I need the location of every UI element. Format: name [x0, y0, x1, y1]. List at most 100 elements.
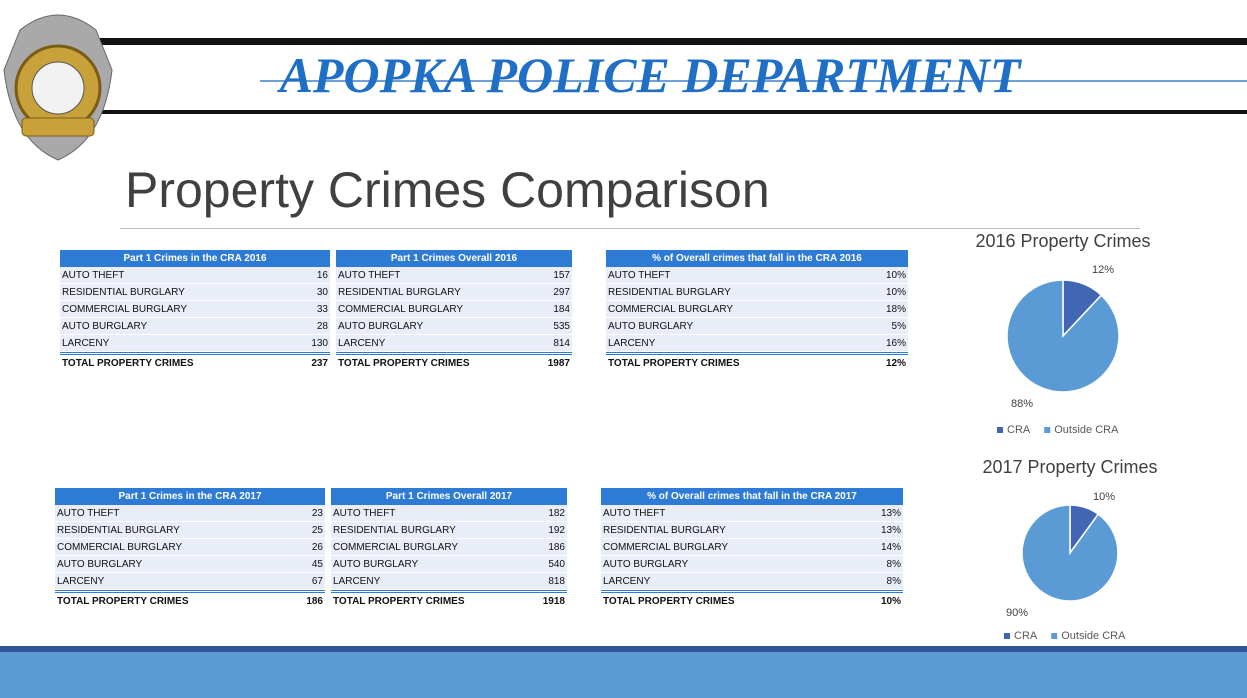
- table-row: AUTO THEFT 182: [331, 505, 567, 522]
- table-row: LARCENY 67: [55, 573, 325, 590]
- row-label: RESIDENTIAL BURGLARY: [608, 287, 731, 298]
- row-label: LARCENY: [603, 576, 651, 587]
- row-label: COMMERCIAL BURGLARY: [62, 304, 188, 315]
- row-value: 186: [306, 596, 323, 607]
- table-row: RESIDENTIAL BURGLARY 30: [60, 284, 330, 301]
- row-label: RESIDENTIAL BURGLARY: [333, 525, 456, 536]
- row-value: 8%: [886, 576, 901, 587]
- badge: [3, 14, 113, 161]
- row-value: 8%: [886, 559, 901, 570]
- row-value: 18%: [885, 304, 906, 315]
- row-value: 130: [311, 338, 328, 349]
- table-header: Part 1 Crimes Overall 2016: [336, 250, 572, 267]
- table-row: COMMERCIAL BURGLARY 18%: [606, 301, 908, 318]
- row-label: AUTO THEFT: [333, 508, 396, 519]
- table-row: TOTAL PROPERTY CRIMES 1987: [336, 352, 572, 371]
- row-label: AUTO BURGLARY: [62, 321, 148, 332]
- table-row: AUTO THEFT 16: [60, 267, 330, 284]
- row-value: 13%: [880, 525, 901, 536]
- row-value: 13%: [880, 508, 901, 519]
- row-value: 25: [311, 525, 323, 536]
- table-row: TOTAL PROPERTY CRIMES 186: [55, 590, 325, 609]
- data-label: 88%: [1011, 398, 1033, 410]
- table-section: Part 1 Crimes Overall 2017 AUTO THEFT 182 R…: [331, 488, 567, 609]
- table-header: Part 1 Crimes Overall 2017: [331, 488, 567, 505]
- row-label: LARCENY: [608, 338, 656, 349]
- row-label: AUTO BURGLARY: [57, 559, 143, 570]
- table-row: RESIDENTIAL BURGLARY 25: [55, 522, 325, 539]
- row-label: RESIDENTIAL BURGLARY: [57, 525, 180, 536]
- data-label: 10%: [1093, 491, 1115, 503]
- table-row: LARCENY 818: [331, 573, 567, 590]
- row-value: 535: [553, 321, 570, 332]
- header-rule: [100, 110, 1247, 114]
- table-section: Part 1 Crimes in the CRA 2017 AUTO THEFT 2…: [55, 488, 325, 609]
- table-row: RESIDENTIAL BURGLARY 10%: [606, 284, 908, 301]
- row-label: LARCENY: [338, 338, 386, 349]
- footer-band: [0, 652, 1247, 698]
- row-label: AUTO THEFT: [608, 270, 671, 281]
- table-row: TOTAL PROPERTY CRIMES 12%: [606, 352, 908, 371]
- title-rule: [120, 228, 1140, 229]
- table-header: % of Overall crimes that fall in the CRA…: [601, 488, 903, 505]
- chart-title: 2017 Property Crimes: [982, 457, 1157, 477]
- footer-rule: [0, 646, 1247, 652]
- row-value: 10%: [885, 270, 906, 281]
- table-section: % of Overall crimes that fall in the CRA…: [606, 250, 908, 371]
- row-label: TOTAL PROPERTY CRIMES: [333, 596, 465, 607]
- header-rule: [260, 80, 1247, 82]
- row-value: 237: [311, 358, 328, 369]
- row-label: TOTAL PROPERTY CRIMES: [57, 596, 189, 607]
- table-row: RESIDENTIAL BURGLARY 192: [331, 522, 567, 539]
- row-label: TOTAL PROPERTY CRIMES: [603, 596, 735, 607]
- row-value: 184: [553, 304, 570, 315]
- row-label: RESIDENTIAL BURGLARY: [603, 525, 726, 536]
- row-label: TOTAL PROPERTY CRIMES: [338, 358, 470, 369]
- legend-label: CRA: [1007, 424, 1031, 436]
- table-row: TOTAL PROPERTY CRIMES 237: [60, 352, 330, 371]
- legend-label: Outside CRA: [1054, 424, 1119, 436]
- table-section: Part 1 Crimes in the CRA 2016 AUTO THEFT 1…: [60, 250, 330, 371]
- row-label: COMMERCIAL BURGLARY: [338, 304, 464, 315]
- row-value: 30: [316, 287, 328, 298]
- row-label: RESIDENTIAL BURGLARY: [338, 287, 461, 298]
- row-value: 28: [316, 321, 328, 332]
- row-value: 10%: [880, 596, 901, 607]
- table-row: AUTO BURGLARY 45: [55, 556, 325, 573]
- row-value: 67: [311, 576, 323, 587]
- row-value: 1987: [547, 358, 570, 369]
- table-row: AUTO THEFT 23: [55, 505, 325, 522]
- table-header: Part 1 Crimes in the CRA 2016: [60, 250, 330, 267]
- row-label: LARCENY: [62, 338, 110, 349]
- table-row: TOTAL PROPERTY CRIMES 10%: [601, 590, 903, 609]
- row-label: AUTO BURGLARY: [608, 321, 694, 332]
- table-row: AUTO BURGLARY 8%: [601, 556, 903, 573]
- row-label: AUTO BURGLARY: [603, 559, 689, 570]
- row-label: AUTO THEFT: [603, 508, 666, 519]
- row-value: 186: [548, 542, 565, 553]
- legend-swatch: [997, 427, 1003, 433]
- row-value: 23: [311, 508, 323, 519]
- row-value: 157: [553, 270, 570, 281]
- row-label: LARCENY: [57, 576, 105, 587]
- row-value: 10%: [885, 287, 906, 298]
- table-row: RESIDENTIAL BURGLARY 297: [336, 284, 572, 301]
- pie-slice: [1021, 504, 1119, 602]
- row-value: 818: [548, 576, 565, 587]
- legend-label: Outside CRA: [1061, 630, 1126, 642]
- data-label: 12%: [1092, 264, 1114, 276]
- row-value: 814: [553, 338, 570, 349]
- row-value: 33: [316, 304, 328, 315]
- legend-swatch: [1044, 427, 1051, 433]
- table-row: AUTO BURGLARY 5%: [606, 318, 908, 335]
- row-value: 16: [316, 270, 328, 281]
- row-label: TOTAL PROPERTY CRIMES: [62, 358, 194, 369]
- row-label: AUTO BURGLARY: [333, 559, 419, 570]
- table-row: RESIDENTIAL BURGLARY 13%: [601, 522, 903, 539]
- legend-swatch: [1004, 633, 1010, 639]
- row-label: COMMERCIAL BURGLARY: [333, 542, 459, 553]
- row-label: COMMERCIAL BURGLARY: [57, 542, 183, 553]
- row-value: 12%: [885, 358, 906, 369]
- row-value: 540: [548, 559, 565, 570]
- header-title: APOPKA POLICE DEPARTMENT: [277, 47, 1023, 103]
